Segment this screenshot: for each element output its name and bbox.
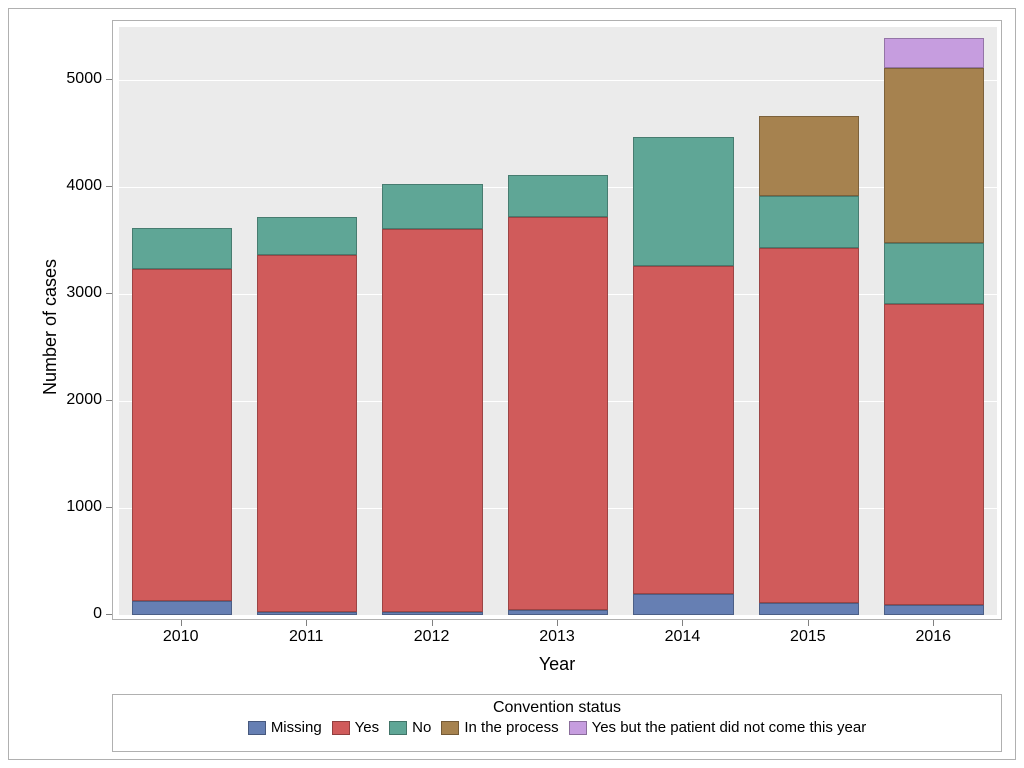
ytick-mark [106, 186, 112, 187]
bar [884, 27, 984, 615]
ytick-label: 4000 [52, 177, 102, 195]
ytick-label: 2000 [52, 391, 102, 409]
legend-item: No [389, 719, 431, 736]
legend-label: Yes but the patient did not come this ye… [592, 719, 867, 736]
legend-label: Missing [271, 719, 322, 736]
y-axis-label: Number of cases [40, 259, 61, 395]
ytick-label: 3000 [52, 284, 102, 302]
legend-swatch [441, 721, 459, 735]
xtick-mark [306, 620, 307, 626]
ytick-label: 5000 [52, 70, 102, 88]
figure: Number of cases 0 1000 2000 3000 4000 5000 20… [0, 0, 1024, 768]
bar-segment [633, 266, 733, 593]
x-axis-label: Year [539, 654, 575, 675]
xtick-mark [181, 620, 182, 626]
xtick-mark [808, 620, 809, 626]
legend-swatch [389, 721, 407, 735]
bar-segment [257, 217, 357, 254]
legend-item: Yes [332, 719, 379, 736]
xtick-label: 2015 [790, 628, 826, 646]
legend-title: Convention status [113, 695, 1001, 717]
ytick-label: 1000 [52, 498, 102, 516]
bar [382, 27, 482, 615]
bar [132, 27, 232, 615]
bar [257, 27, 357, 615]
bar-segment [382, 184, 482, 229]
xtick-label: 2016 [915, 628, 951, 646]
xtick-label: 2013 [539, 628, 575, 646]
legend-items: Missing Yes No In the process Yes but the pa… [113, 717, 1001, 742]
ytick-label: 0 [52, 605, 102, 623]
bar-segment [759, 116, 859, 196]
legend-label: In the process [464, 719, 558, 736]
bar-segment [633, 137, 733, 266]
xtick-mark [557, 620, 558, 626]
legend-swatch [248, 721, 266, 735]
bar-segment [382, 229, 482, 612]
bar [759, 27, 859, 615]
bar-segment [508, 217, 608, 609]
bar-segment [257, 255, 357, 612]
legend-swatch [332, 721, 350, 735]
legend-item: Yes but the patient did not come this ye… [569, 719, 867, 736]
bar-segment [884, 605, 984, 615]
bar-segment [508, 610, 608, 615]
bar-segment [633, 594, 733, 615]
legend-item: In the process [441, 719, 558, 736]
ytick-mark [106, 293, 112, 294]
ytick-mark [106, 507, 112, 508]
legend: Convention status Missing Yes No In the pro… [112, 694, 1002, 752]
bar-segment [382, 612, 482, 615]
bar-segment [884, 243, 984, 304]
xtick-mark [933, 620, 934, 626]
legend-swatch [569, 721, 587, 735]
legend-item: Missing [248, 719, 322, 736]
bar-segment [508, 175, 608, 218]
bar-segment [884, 68, 984, 243]
bar [508, 27, 608, 615]
plot-background [119, 27, 997, 615]
legend-label: Yes [355, 719, 379, 736]
xtick-label: 2014 [665, 628, 701, 646]
bar-segment [257, 612, 357, 615]
xtick-label: 2010 [163, 628, 199, 646]
bar-segment [132, 601, 232, 615]
plot-area [112, 20, 1002, 620]
xtick-label: 2012 [414, 628, 450, 646]
gridline [119, 615, 997, 616]
bar-segment [759, 248, 859, 603]
bar-segment [759, 196, 859, 248]
xtick-mark [432, 620, 433, 626]
ytick-mark [106, 614, 112, 615]
bar-segment [884, 38, 984, 68]
bar [633, 27, 733, 615]
xtick-label: 2011 [289, 628, 323, 646]
xtick-mark [682, 620, 683, 626]
ytick-mark [106, 79, 112, 80]
bar-segment [132, 269, 232, 601]
ytick-mark [106, 400, 112, 401]
bar-segment [884, 304, 984, 605]
bar-segment [759, 603, 859, 615]
legend-label: No [412, 719, 431, 736]
bar-segment [132, 228, 232, 269]
